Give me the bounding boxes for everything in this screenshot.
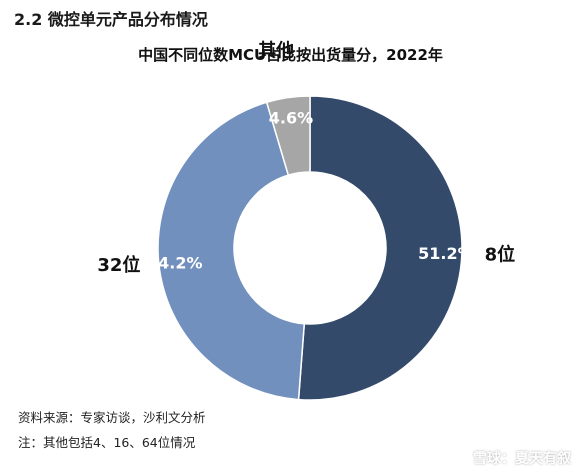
donut-slice [157, 101, 306, 401]
donut-slice [265, 95, 311, 177]
chart-title: 中国不同位数MCU占比按出货量分，2022年 [138, 46, 443, 64]
slice-value-label: 44.2% [147, 253, 203, 272]
source-note: 资料来源：专家访谈，沙利文分析 [18, 410, 206, 425]
slice-category-label: 8位 [485, 244, 516, 266]
section-title: 2.2 微控单元产品分布情况 [14, 10, 208, 29]
footnote: 注：其他包括4、16、64位情况 [18, 435, 196, 450]
slice-value-label: 4.6% [269, 108, 313, 127]
donut-slice [297, 95, 463, 401]
slice-category-label: 其他 [258, 40, 294, 62]
slice-category-label: 32位 [97, 254, 140, 276]
watermark: 雪球：夏天有叙 [473, 451, 571, 467]
slice-value-label: 51.2% [418, 244, 474, 263]
